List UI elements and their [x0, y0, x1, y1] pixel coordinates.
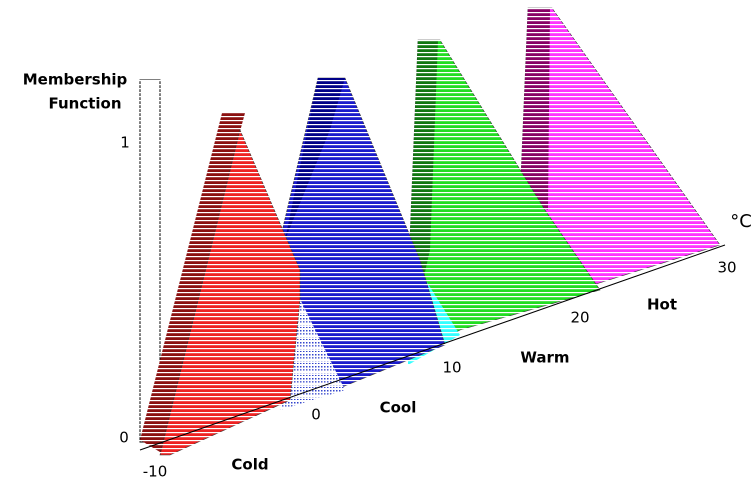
- y-label: 1: [120, 134, 130, 152]
- fuzzy-diagram: Membership Function 1 0 -10 0 10 20 30 °…: [0, 0, 753, 481]
- set-label: Hot: [647, 296, 677, 314]
- unit-label: °C: [730, 211, 752, 232]
- x-label: 10: [442, 359, 461, 377]
- y-label: 0: [119, 429, 129, 447]
- x-label: 20: [570, 309, 589, 327]
- x-label: 30: [717, 259, 736, 277]
- set-label: Cold: [231, 456, 268, 474]
- x-label: 0: [311, 406, 321, 424]
- axis-title: Membership: [23, 71, 128, 89]
- set-label: Cool: [380, 399, 417, 417]
- stripe-overlay: [130, 0, 730, 470]
- axis-title: Function: [48, 95, 121, 113]
- shapes: [130, 0, 730, 470]
- set-label: Warm: [520, 349, 569, 367]
- x-label: -10: [143, 463, 168, 481]
